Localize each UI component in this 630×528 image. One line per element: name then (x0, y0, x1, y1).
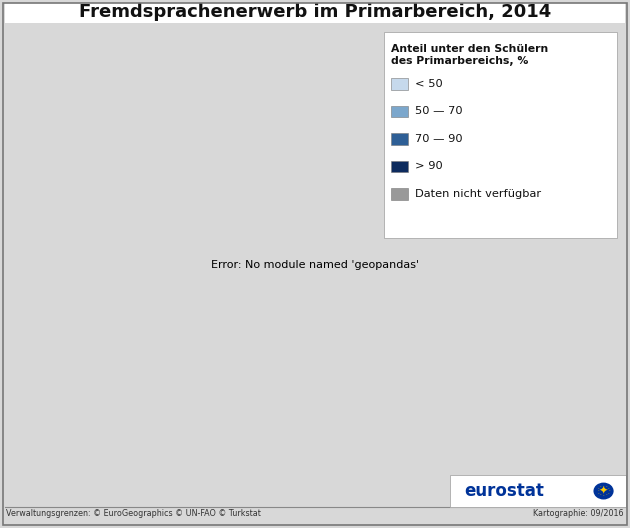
Text: Anteil unter den Schülern
des Primarbereichs, %: Anteil unter den Schülern des Primarbere… (391, 44, 548, 66)
Text: < 50: < 50 (415, 79, 442, 89)
Text: Fremdsprachenerwerb im Primarbereich, 2014: Fremdsprachenerwerb im Primarbereich, 20… (79, 3, 551, 21)
Text: ·: · (603, 484, 604, 489)
Text: ·: · (598, 486, 600, 491)
Text: Kartographie: 09/2016: Kartographie: 09/2016 (533, 509, 624, 518)
Text: ✦: ✦ (599, 486, 608, 496)
Text: Error: No module named 'geopandas': Error: No module named 'geopandas' (211, 260, 419, 270)
Text: ·: · (600, 493, 602, 498)
Text: ·: · (603, 493, 604, 498)
Text: 50 — 70: 50 — 70 (415, 107, 462, 116)
Text: 70 — 90: 70 — 90 (415, 134, 462, 144)
Text: ·: · (607, 486, 609, 491)
Text: Fremdsprachenerwerb im Primarbereich, 2014: Fremdsprachenerwerb im Primarbereich, 20… (79, 4, 551, 22)
Text: > 90: > 90 (415, 162, 442, 171)
Text: ·: · (600, 484, 602, 489)
Text: ·: · (605, 484, 607, 489)
Text: ·: · (605, 493, 607, 498)
Text: eurostat: eurostat (464, 482, 544, 500)
Text: Verwaltungsgrenzen: © EuroGeographics © UN-FAO © Turkstat: Verwaltungsgrenzen: © EuroGeographics © … (6, 509, 261, 518)
Text: ·: · (598, 491, 600, 496)
Text: ·: · (607, 491, 609, 496)
Text: ·: · (597, 488, 598, 494)
Text: Daten nicht verfügbar: Daten nicht verfügbar (415, 189, 541, 199)
Text: ·: · (609, 488, 610, 494)
